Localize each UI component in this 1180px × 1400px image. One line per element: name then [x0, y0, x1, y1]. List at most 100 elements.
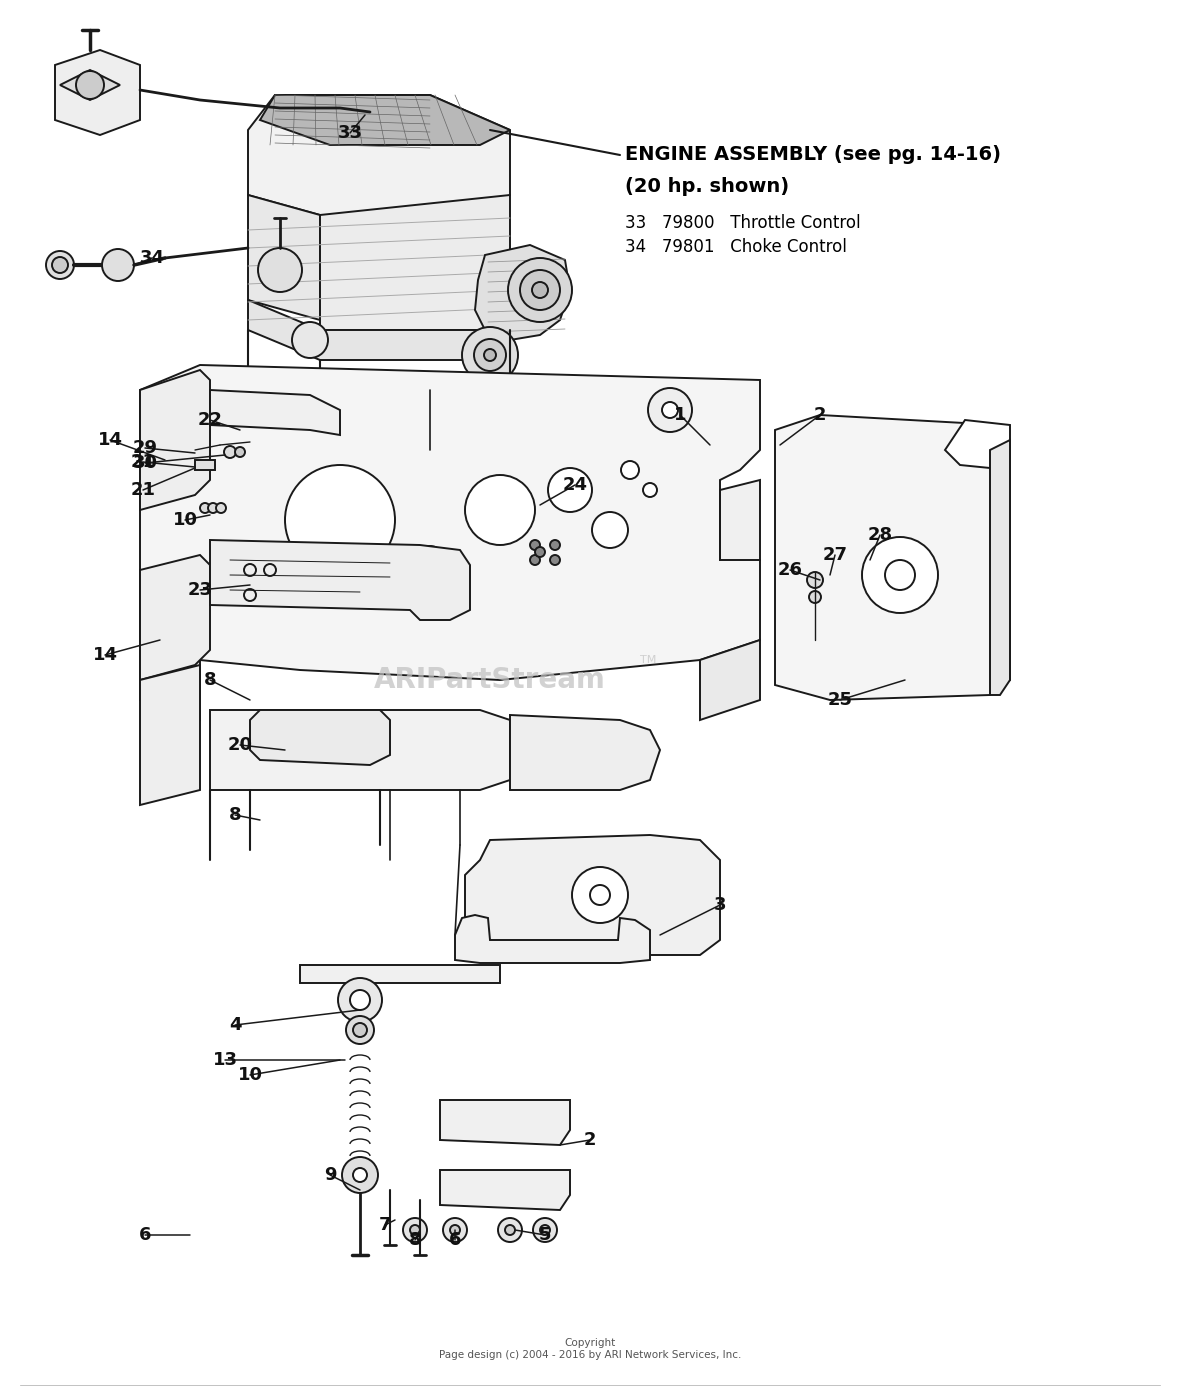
Text: 2: 2 [814, 406, 826, 424]
Circle shape [809, 591, 821, 603]
Text: 10: 10 [172, 511, 197, 529]
Circle shape [540, 1225, 550, 1235]
Circle shape [863, 538, 938, 613]
Polygon shape [260, 95, 510, 146]
Polygon shape [140, 370, 210, 510]
Polygon shape [210, 710, 510, 790]
Circle shape [46, 251, 74, 279]
Circle shape [498, 1218, 522, 1242]
Circle shape [509, 258, 572, 322]
Text: 2: 2 [584, 1131, 596, 1149]
Circle shape [258, 248, 302, 293]
Text: TM: TM [640, 655, 656, 665]
Text: 27: 27 [822, 546, 847, 564]
Text: 8: 8 [229, 806, 242, 825]
Circle shape [648, 388, 691, 433]
Text: 6: 6 [448, 1231, 461, 1249]
Text: 10: 10 [237, 1065, 262, 1084]
Text: 9: 9 [323, 1166, 336, 1184]
Polygon shape [455, 916, 650, 963]
Text: 13: 13 [212, 1051, 237, 1070]
Circle shape [216, 503, 227, 512]
Circle shape [417, 546, 444, 574]
Circle shape [465, 475, 535, 545]
Circle shape [199, 503, 210, 512]
Circle shape [530, 540, 540, 550]
Text: 34   79801   Choke Control: 34 79801 Choke Control [625, 238, 847, 256]
Polygon shape [990, 440, 1010, 694]
Polygon shape [440, 1170, 570, 1210]
Polygon shape [945, 420, 1010, 470]
Text: 33: 33 [337, 125, 362, 141]
Text: 28: 28 [867, 526, 892, 545]
Circle shape [431, 571, 450, 589]
Circle shape [52, 258, 68, 273]
Text: 29: 29 [132, 440, 157, 456]
Text: (20 hp. shown): (20 hp. shown) [625, 178, 789, 196]
Circle shape [474, 339, 506, 371]
Circle shape [572, 867, 628, 923]
Text: 20: 20 [228, 736, 253, 755]
Text: 26: 26 [778, 561, 802, 580]
Circle shape [621, 461, 640, 479]
Text: ENGINE ASSEMBLY (see pg. 14-16): ENGINE ASSEMBLY (see pg. 14-16) [625, 146, 1001, 165]
Polygon shape [140, 365, 760, 680]
Circle shape [286, 465, 395, 575]
Circle shape [346, 1016, 374, 1044]
Circle shape [450, 1225, 460, 1235]
Text: 4: 4 [229, 1016, 241, 1035]
Polygon shape [140, 665, 199, 805]
Text: 22: 22 [197, 412, 223, 428]
Circle shape [337, 979, 382, 1022]
Circle shape [371, 550, 391, 570]
Circle shape [590, 885, 610, 904]
Bar [300, 965, 500, 983]
Text: 34: 34 [139, 249, 164, 267]
Polygon shape [248, 195, 320, 321]
Circle shape [353, 1023, 367, 1037]
Circle shape [409, 1225, 420, 1235]
Circle shape [463, 328, 518, 384]
Polygon shape [440, 1100, 570, 1145]
Circle shape [520, 270, 560, 309]
Text: 8: 8 [204, 671, 216, 689]
Polygon shape [55, 50, 140, 134]
Polygon shape [248, 300, 510, 360]
Circle shape [224, 447, 236, 458]
Text: 33   79800   Throttle Control: 33 79800 Throttle Control [625, 214, 860, 232]
Circle shape [550, 540, 560, 550]
Text: 30: 30 [132, 454, 157, 472]
Text: 14: 14 [98, 431, 123, 449]
Polygon shape [210, 391, 340, 435]
Polygon shape [140, 640, 199, 720]
Circle shape [208, 503, 218, 512]
Text: 5: 5 [539, 1226, 551, 1245]
Circle shape [76, 71, 104, 99]
Text: ARIPartStream: ARIPartStream [374, 666, 607, 694]
Polygon shape [210, 540, 470, 620]
Text: Page design (c) 2004 - 2016 by ARI Network Services, Inc.: Page design (c) 2004 - 2016 by ARI Netwo… [439, 1350, 741, 1359]
Text: Copyright: Copyright [564, 1338, 616, 1348]
Text: 3: 3 [714, 896, 726, 914]
Circle shape [885, 560, 914, 589]
Circle shape [101, 249, 135, 281]
Circle shape [662, 402, 678, 419]
Text: 1: 1 [674, 406, 687, 424]
Circle shape [533, 1218, 557, 1242]
Polygon shape [476, 245, 570, 340]
Text: 24: 24 [563, 476, 588, 494]
Polygon shape [465, 834, 720, 955]
Polygon shape [195, 461, 215, 470]
Text: 14: 14 [92, 645, 118, 664]
Circle shape [592, 512, 628, 547]
Circle shape [550, 554, 560, 566]
Circle shape [532, 281, 548, 298]
Text: 8: 8 [408, 1231, 421, 1249]
Polygon shape [248, 95, 510, 216]
Polygon shape [320, 195, 510, 330]
Text: 7: 7 [379, 1217, 392, 1233]
Polygon shape [140, 554, 210, 680]
Circle shape [643, 483, 657, 497]
Polygon shape [775, 414, 1010, 700]
Circle shape [353, 1168, 367, 1182]
